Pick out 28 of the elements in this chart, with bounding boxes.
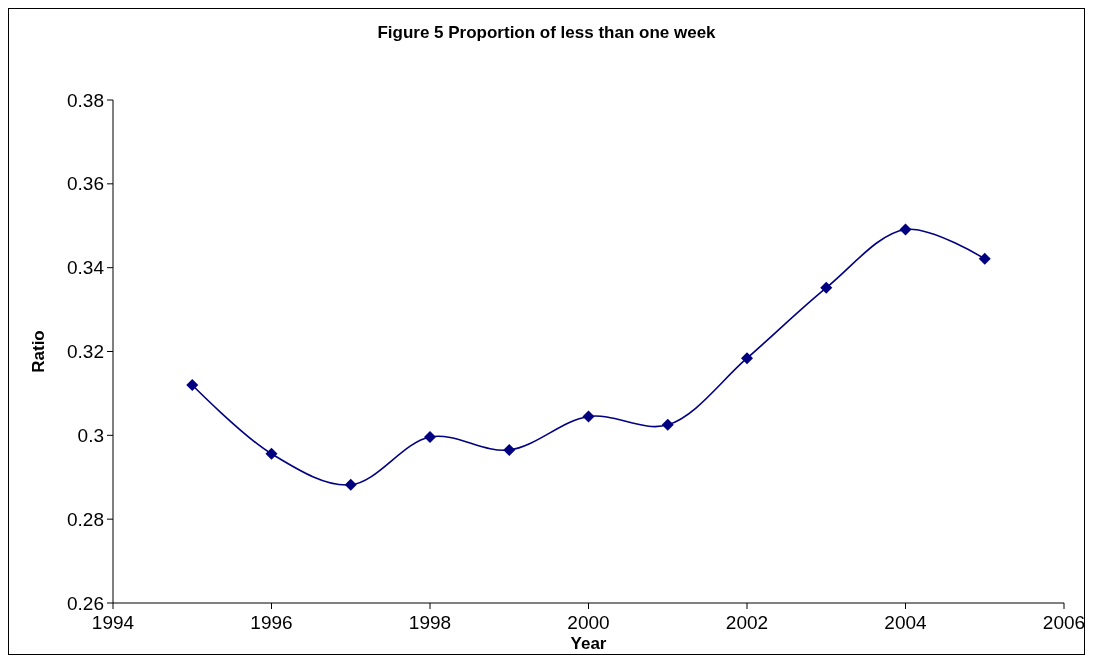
- y-tick-label: 0.26: [67, 592, 104, 614]
- y-tick-label: 0.36: [67, 173, 104, 195]
- point: [186, 379, 199, 392]
- y-tick-label: 0.38: [67, 89, 104, 111]
- point: [582, 410, 595, 423]
- x-tick-label: 1994: [91, 612, 135, 633]
- y-tick-label: 0.32: [67, 341, 104, 363]
- x-tick-label: 1996: [250, 612, 293, 633]
- point: [344, 478, 357, 491]
- y-tick-label: 0.28: [67, 508, 104, 530]
- x-tick-label: 2004: [884, 612, 928, 633]
- point: [661, 418, 674, 431]
- y-tick-label: 0.3: [77, 424, 104, 446]
- point: [899, 223, 912, 236]
- point: [265, 447, 278, 460]
- x-axis-title: Year: [570, 634, 607, 653]
- chart-title: Figure 5 Proportion of less than one week: [377, 23, 717, 42]
- point: [503, 444, 516, 456]
- x-tick-label: 2002: [725, 612, 769, 633]
- point: [424, 431, 436, 444]
- point: [820, 281, 833, 294]
- x-tick-label: 1998: [408, 612, 452, 633]
- y-tick-label: 0.34: [67, 257, 105, 279]
- point: [741, 352, 753, 365]
- y-axis-title: Ratio: [29, 330, 48, 373]
- x-tick-label: 2000: [567, 612, 610, 633]
- point: [978, 252, 991, 265]
- x-tick-label: 2006: [1042, 612, 1086, 633]
